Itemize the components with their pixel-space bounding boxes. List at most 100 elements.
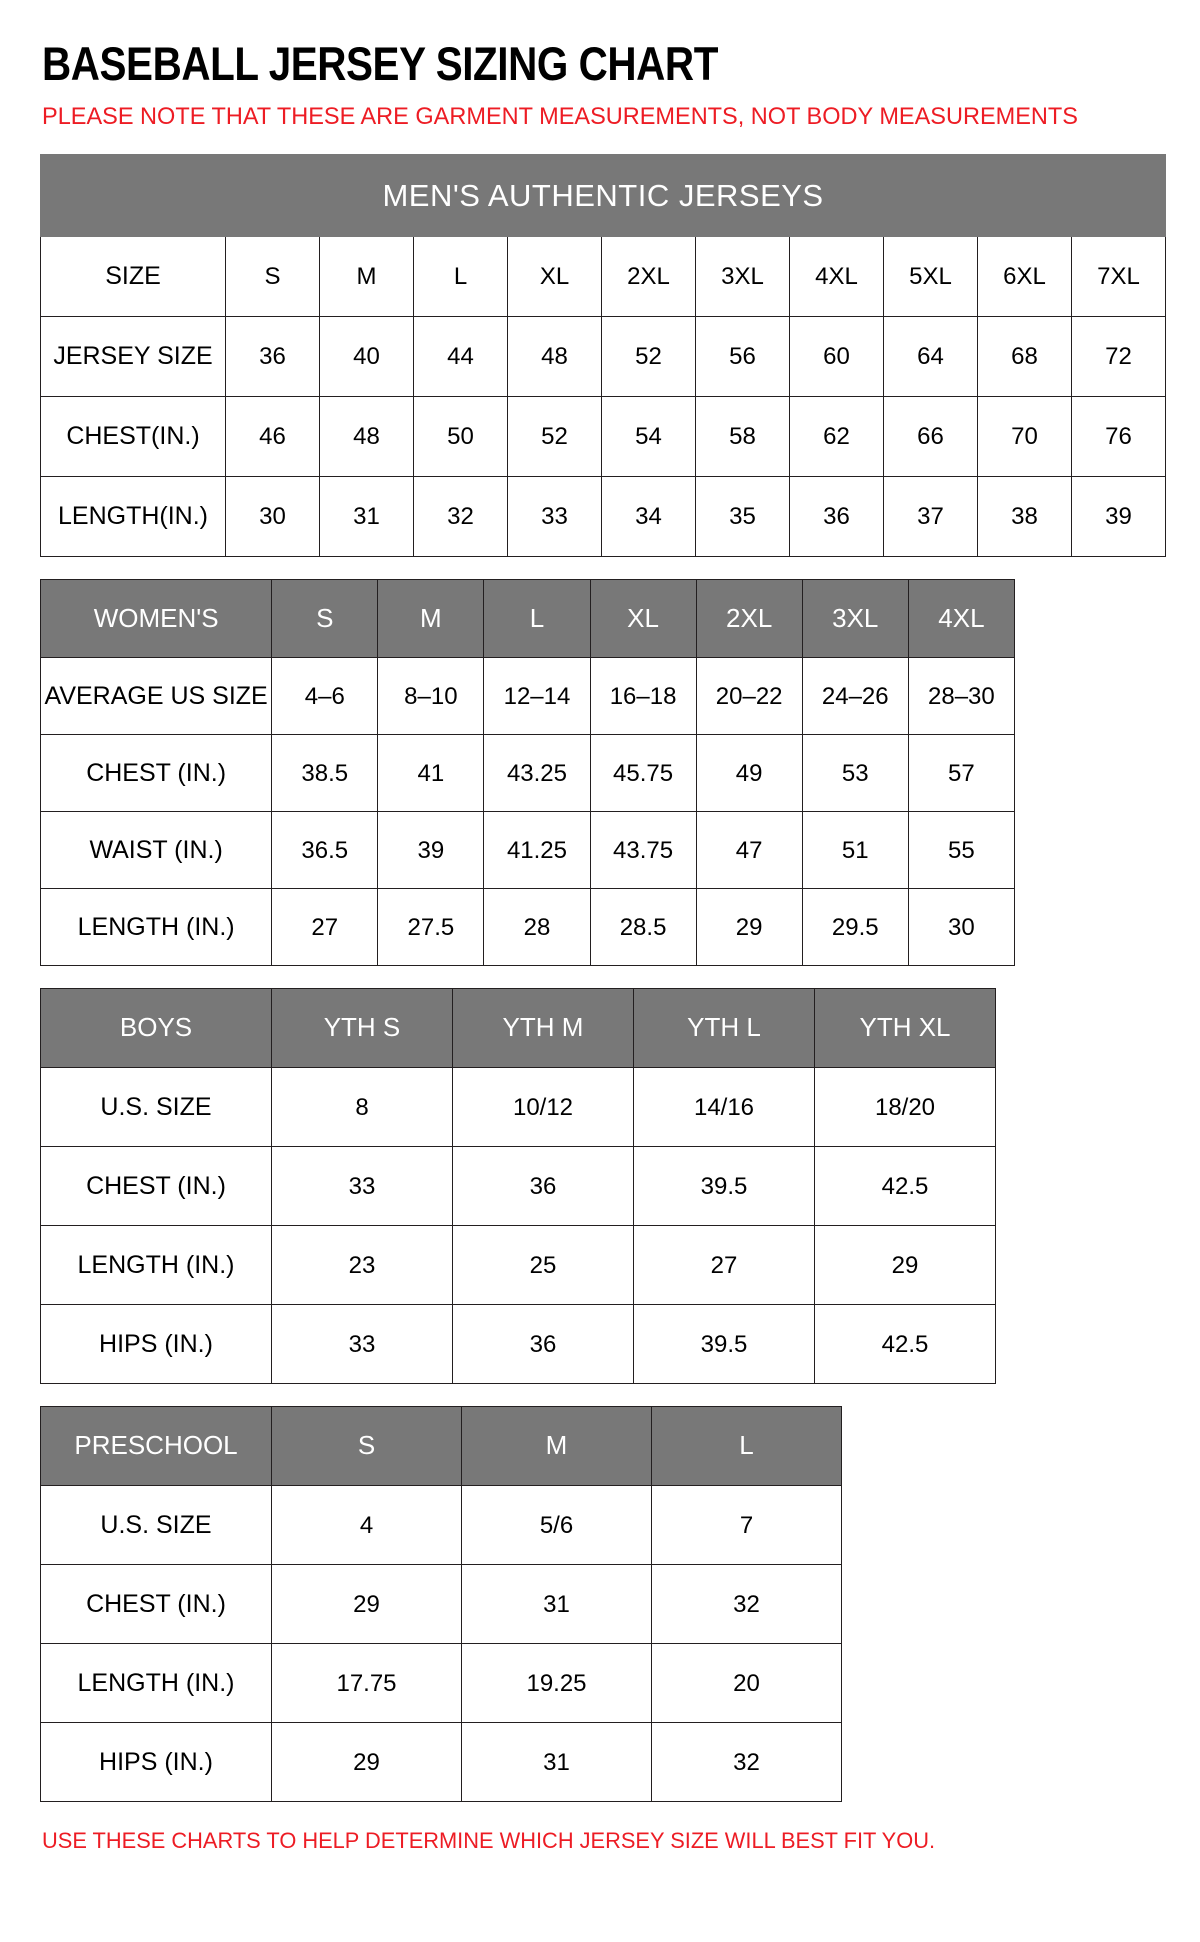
cell: 14/16 <box>633 1067 815 1148</box>
cell: 64 <box>883 316 978 398</box>
row-label: U.S. SIZE <box>40 1067 272 1148</box>
cell: 57 <box>907 734 1016 813</box>
cell: 31 <box>461 1564 652 1645</box>
row-label: AVERAGE US SIZE <box>39 657 273 736</box>
mens-size-header: 6XL <box>977 236 1072 318</box>
mens-size-header: XL <box>507 236 602 318</box>
row-label: JERSEY SIZE <box>40 316 226 398</box>
table-row: JERSEY SIZE 36 40 44 48 52 56 60 64 68 7… <box>40 316 1167 398</box>
boys-sizing-table: BOYS YTH S YTH M YTH L YTH XL U.S. SIZE … <box>40 988 996 1385</box>
mens-table-body: MEN'S AUTHENTIC JERSEYS SIZE S M L XL 2X… <box>39 154 1167 558</box>
cell: 20 <box>651 1643 842 1724</box>
cell: 10/12 <box>452 1067 634 1148</box>
cell: 70 <box>977 396 1072 478</box>
cell: 76 <box>1070 396 1167 478</box>
cell: 29 <box>814 1225 996 1306</box>
cell: 52 <box>507 396 602 478</box>
boys-size-header: YTH S <box>271 988 453 1069</box>
cell: 46 <box>225 396 320 478</box>
boys-size-header: YTH L <box>633 988 815 1069</box>
row-label: LENGTH (IN.) <box>40 1643 272 1724</box>
cell: 29 <box>695 888 803 967</box>
table-row: LENGTH (IN.) 17.75 19.25 20 <box>40 1643 842 1724</box>
mens-size-header: 5XL <box>883 236 978 318</box>
cell: 39 <box>1070 476 1167 558</box>
cell: 5/6 <box>461 1485 652 1566</box>
cell: 32 <box>651 1564 842 1645</box>
cell: 44 <box>413 316 508 398</box>
womens-size-header: S <box>271 579 379 659</box>
cell: 58 <box>695 396 790 478</box>
cell: 25 <box>452 1225 634 1306</box>
cell: 55 <box>907 811 1016 890</box>
cell: 36 <box>452 1146 634 1227</box>
cell: 37 <box>883 476 978 558</box>
cell: 38 <box>977 476 1072 558</box>
row-label: LENGTH(IN.) <box>40 476 226 558</box>
mens-sizing-table: MEN'S AUTHENTIC JERSEYS SIZE S M L XL 2X… <box>39 154 1167 558</box>
row-label: LENGTH (IN.) <box>39 888 273 967</box>
cell: 42.5 <box>814 1304 996 1385</box>
mens-size-header: L <box>413 236 508 318</box>
womens-corner-label: WOMEN'S <box>39 579 273 659</box>
womens-size-header: 2XL <box>695 579 803 659</box>
preschool-header-row: PRESCHOOL S M L <box>40 1406 842 1487</box>
mens-size-header: 2XL <box>601 236 696 318</box>
cell: 32 <box>413 476 508 558</box>
row-label: CHEST (IN.) <box>40 1564 272 1645</box>
boys-corner-label: BOYS <box>40 988 272 1069</box>
womens-sizing-table: WOMEN'S S M L XL 2XL 3XL 4XL AVERAGE US … <box>39 579 1016 967</box>
cell: 31 <box>461 1722 652 1803</box>
cell: 54 <box>601 396 696 478</box>
cell: 50 <box>413 396 508 478</box>
row-label: HIPS (IN.) <box>40 1722 272 1803</box>
garment-measurement-note: PLEASE NOTE THAT THESE ARE GARMENT MEASU… <box>42 103 1078 130</box>
row-label: CHEST(IN.) <box>40 396 226 478</box>
footer-note: USE THESE CHARTS TO HELP DETERMINE WHICH… <box>42 1828 936 1854</box>
page-title: BASEBALL JERSEY SIZING CHART <box>42 37 718 90</box>
cell: 68 <box>977 316 1072 398</box>
cell: 34 <box>601 476 696 558</box>
cell: 27 <box>633 1225 815 1306</box>
table-row: LENGTH (IN.) 27 27.5 28 28.5 29 29.5 30 <box>39 888 1016 967</box>
sizing-chart-page: BASEBALL JERSEY SIZING CHART PLEASE NOTE… <box>39 37 1167 1854</box>
cell: 36 <box>452 1304 634 1385</box>
cell: 4–6 <box>271 657 379 736</box>
cell: 39.5 <box>633 1146 815 1227</box>
womens-table-body: WOMEN'S S M L XL 2XL 3XL 4XL AVERAGE US … <box>39 579 1016 967</box>
boys-header-row: BOYS YTH S YTH M YTH L YTH XL <box>40 988 996 1069</box>
row-label: CHEST (IN.) <box>39 734 273 813</box>
table-row: WAIST (IN.) 36.5 39 41.25 43.75 47 51 55 <box>39 811 1016 890</box>
cell: 28–30 <box>907 657 1016 736</box>
cell: 33 <box>271 1304 453 1385</box>
cell: 31 <box>319 476 414 558</box>
row-label: HIPS (IN.) <box>40 1304 272 1385</box>
cell: 52 <box>601 316 696 398</box>
preschool-size-header: S <box>271 1406 462 1487</box>
mens-size-header: 3XL <box>695 236 790 318</box>
cell: 20–22 <box>695 657 803 736</box>
table-row: U.S. SIZE 4 5/6 7 <box>40 1485 842 1566</box>
cell: 43.75 <box>589 811 697 890</box>
preschool-size-header: L <box>651 1406 842 1487</box>
table-row: HIPS (IN.) 29 31 32 <box>40 1722 842 1803</box>
cell: 12–14 <box>483 657 591 736</box>
cell: 24–26 <box>801 657 909 736</box>
womens-size-header: L <box>483 579 591 659</box>
cell: 4 <box>271 1485 462 1566</box>
cell: 30 <box>225 476 320 558</box>
womens-header-row: WOMEN'S S M L XL 2XL 3XL 4XL <box>39 579 1016 659</box>
cell: 16–18 <box>589 657 697 736</box>
womens-size-header: 3XL <box>801 579 909 659</box>
cell: 49 <box>695 734 803 813</box>
cell: 36.5 <box>271 811 379 890</box>
cell: 29 <box>271 1722 462 1803</box>
mens-size-header: S <box>225 236 320 318</box>
cell: 42.5 <box>814 1146 996 1227</box>
cell: 56 <box>695 316 790 398</box>
table-row: CHEST(IN.) 46 48 50 52 54 58 62 66 70 76 <box>40 396 1167 478</box>
cell: 27 <box>271 888 379 967</box>
mens-corner-label: SIZE <box>40 236 226 318</box>
cell: 7 <box>651 1485 842 1566</box>
cell: 72 <box>1070 316 1167 398</box>
